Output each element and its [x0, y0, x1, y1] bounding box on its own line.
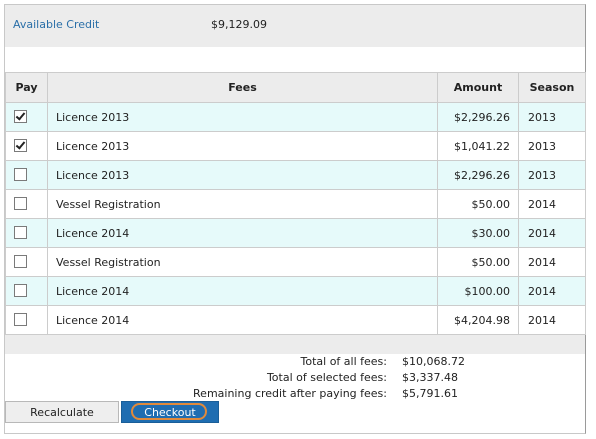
pay-cell — [5, 102, 48, 132]
pay-checkbox[interactable] — [14, 109, 27, 123]
season-cell: 2014 — [518, 305, 586, 335]
season-cell: 2013 — [518, 131, 586, 161]
total-all-fees-label: Total of all fees: — [300, 355, 387, 368]
pay-checkbox[interactable] — [14, 138, 27, 152]
available-credit-value: $9,129.09 — [211, 18, 267, 31]
fee-name-cell: Vessel Registration — [47, 247, 438, 277]
header-fees: Fees — [47, 72, 438, 103]
amount-cell: $4,204.98 — [437, 305, 519, 335]
pay-cell — [5, 131, 48, 161]
season-cell: 2013 — [518, 102, 586, 132]
amount-cell: $100.00 — [437, 276, 519, 306]
amount-cell: $2,296.26 — [437, 160, 519, 190]
total-selected-fees-row: Total of selected fees: $3,337.48 — [5, 371, 585, 386]
table-row: Licence 2014 $4,204.98 2014 — [5, 305, 586, 335]
pay-checkbox[interactable] — [14, 312, 27, 326]
fees-table: Pay Fees Amount Season Licence 2013 $2,29… — [5, 72, 586, 335]
fees-table-body: Licence 2013 $2,296.26 2013 Licence 2013 $1,… — [5, 102, 586, 335]
pay-cell — [5, 160, 48, 190]
table-row: Licence 2014 $30.00 2014 — [5, 218, 586, 248]
amount-cell: $50.00 — [437, 189, 519, 219]
remaining-credit-value: $5,791.61 — [402, 387, 458, 400]
fee-name-cell: Licence 2013 — [47, 131, 438, 161]
table-row: Licence 2014 $100.00 2014 — [5, 276, 586, 306]
pay-cell — [5, 218, 48, 248]
pay-checkbox[interactable] — [14, 196, 27, 210]
amount-cell: $30.00 — [437, 218, 519, 248]
pay-cell — [5, 247, 48, 277]
fee-name-cell: Licence 2013 — [47, 160, 438, 190]
fees-grid: Pay Fees Amount Season Licence 2013 $2,29… — [5, 72, 586, 354]
pay-checkbox[interactable] — [14, 167, 27, 181]
header-season: Season — [518, 72, 586, 103]
pay-checkbox[interactable] — [14, 283, 27, 297]
fee-name-cell: Licence 2014 — [47, 218, 438, 248]
fee-name-cell: Licence 2013 — [47, 102, 438, 132]
fee-name-cell: Licence 2014 — [47, 305, 438, 335]
table-row: Licence 2013 $1,041.22 2013 — [5, 131, 586, 161]
table-row: Vessel Registration $50.00 2014 — [5, 247, 586, 277]
amount-cell: $2,296.26 — [437, 102, 519, 132]
checkout-highlight-ring — [131, 403, 207, 420]
checkout-button-label: Checkout — [144, 406, 196, 419]
total-all-fees-value: $10,068.72 — [402, 355, 465, 368]
table-row: Licence 2013 $2,296.26 2013 — [5, 160, 586, 190]
fee-name-cell: Vessel Registration — [47, 189, 438, 219]
table-header-row: Pay Fees Amount Season — [5, 72, 586, 103]
season-cell: 2014 — [518, 189, 586, 219]
recalculate-button[interactable]: Recalculate — [5, 401, 119, 423]
header-pay: Pay — [5, 72, 48, 103]
header-amount: Amount — [437, 72, 519, 103]
pay-checkbox[interactable] — [14, 254, 27, 268]
season-cell: 2013 — [518, 160, 586, 190]
total-selected-fees-value: $3,337.48 — [402, 371, 458, 384]
fees-panel: Available Credit $9,129.09 Pay Fees Amou… — [4, 4, 586, 434]
pay-cell — [5, 276, 48, 306]
total-selected-fees-label: Total of selected fees: — [266, 371, 387, 384]
available-credit-label: Available Credit — [13, 18, 100, 31]
fee-name-cell: Licence 2014 — [47, 276, 438, 306]
available-credit-bar: Available Credit $9,129.09 — [5, 5, 585, 47]
season-cell: 2014 — [518, 247, 586, 277]
season-cell: 2014 — [518, 276, 586, 306]
table-row: Licence 2013 $2,296.26 2013 — [5, 102, 586, 132]
pay-checkbox[interactable] — [14, 225, 27, 239]
remaining-credit-label: Remaining credit after paying fees: — [193, 387, 387, 400]
total-all-fees-row: Total of all fees: $10,068.72 — [5, 355, 585, 370]
amount-cell: $1,041.22 — [437, 131, 519, 161]
checkout-button[interactable]: Checkout — [121, 401, 219, 423]
totals-section: Total of all fees: $10,068.72 Total of s… — [5, 355, 585, 403]
season-cell: 2014 — [518, 218, 586, 248]
table-row: Vessel Registration $50.00 2014 — [5, 189, 586, 219]
pay-cell — [5, 305, 48, 335]
pay-cell — [5, 189, 48, 219]
remaining-credit-row: Remaining credit after paying fees: $5,7… — [5, 387, 585, 402]
amount-cell: $50.00 — [437, 247, 519, 277]
